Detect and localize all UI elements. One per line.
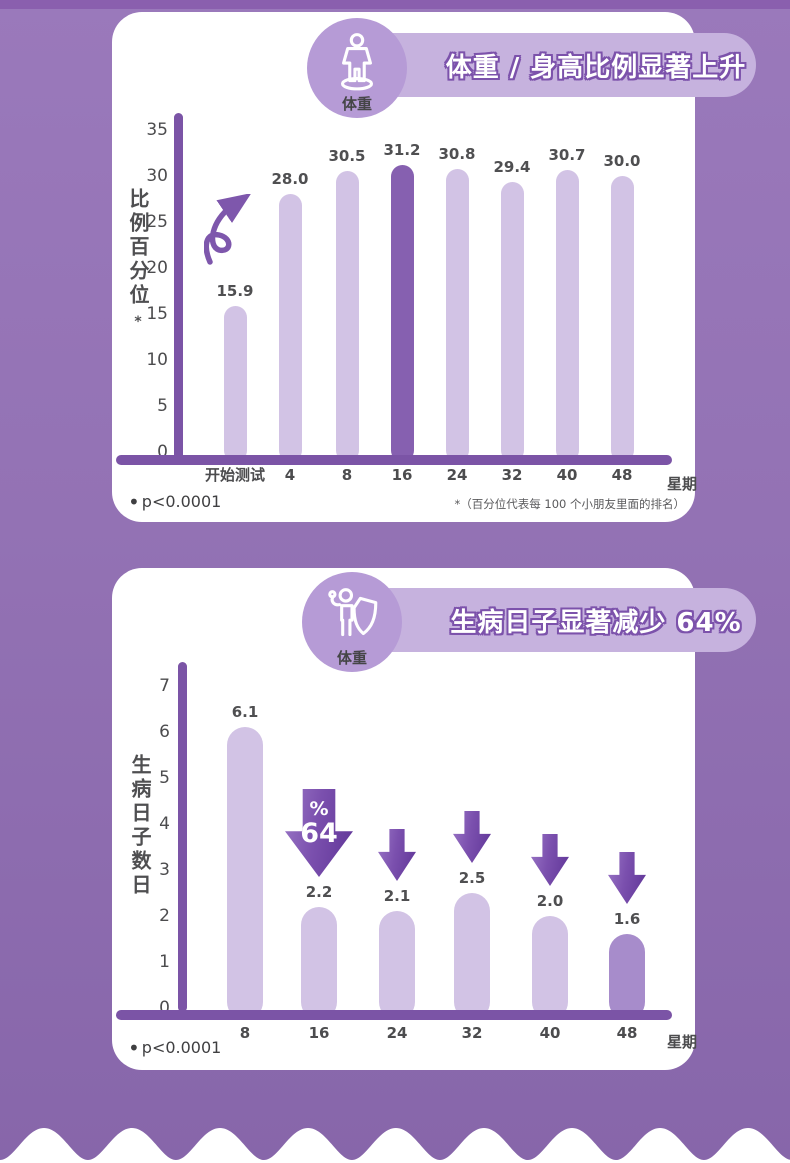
y-axis-tick-label: 6 xyxy=(159,722,170,742)
p-value-footnote: • p<0.0001 xyxy=(128,1036,222,1060)
card2-title-banner: 生病日子显著减少 64% xyxy=(358,588,756,652)
y-axis-tick-label: 20 xyxy=(146,258,168,278)
person-scale-icon xyxy=(340,33,374,91)
weight-height-ratio-card: 体重 / 身高比例显著上升 体重 比例百分位* xyxy=(112,12,756,522)
bar xyxy=(609,934,645,1020)
percentile-footnote: *（百分位代表每 100 个小朋友里面的排名） xyxy=(454,497,685,511)
bar-value-label: 28.0 xyxy=(271,170,309,188)
y-axis-tick-label: 15 xyxy=(146,304,168,324)
bar-value-label: 30.7 xyxy=(548,146,586,164)
bar xyxy=(445,169,469,462)
y-axis-tick-label: 10 xyxy=(146,350,168,370)
bar-value-label: 6.1 xyxy=(231,703,259,721)
x-axis-tick-label: 40 xyxy=(556,466,578,484)
y-axis-tick-label: 25 xyxy=(146,212,168,232)
bar-value-label: 2.0 xyxy=(536,892,564,910)
y-axis-line xyxy=(178,662,187,1012)
decrease-arrow-icon xyxy=(453,811,491,863)
decrease-arrow-icon xyxy=(531,834,569,886)
x-axis-tick-label: 16 xyxy=(391,466,413,484)
footnote-bullet: • xyxy=(128,1036,140,1060)
y-axis-asterisk: * xyxy=(130,314,146,334)
y-axis-line xyxy=(174,113,183,465)
bar-value-label: 2.1 xyxy=(383,887,411,905)
top-border-strip xyxy=(0,0,790,9)
footnote-bullet: • xyxy=(128,490,140,514)
x-axis-tick-label: 40 xyxy=(539,1024,561,1042)
x-axis-tick-label: 4 xyxy=(284,466,296,484)
x-axis-line xyxy=(116,1010,672,1020)
sick-days-card: 生病日子显著减少 64% 体重 生病日子数日 星期 • p<0.0001 xyxy=(112,568,756,1070)
bar xyxy=(223,306,247,462)
decrease-64pct-arrow-icon: % 64 xyxy=(285,789,353,877)
x-axis-tick-label: 32 xyxy=(501,466,523,484)
weight-height-chart: 比例百分位* 星期 • p<0.0001 *（百分位代表每 100 个小朋友里面的… xyxy=(112,12,697,522)
x-axis-tick-label: 24 xyxy=(446,466,468,484)
y-axis-tick-label: 0 xyxy=(159,998,170,1018)
bar xyxy=(610,176,634,462)
card1-badge-label: 体重 xyxy=(341,95,372,113)
bar xyxy=(454,893,490,1020)
bar xyxy=(390,165,414,462)
bar xyxy=(278,194,302,462)
shield-person-icon xyxy=(328,588,378,637)
bar xyxy=(335,171,359,462)
card1-title: 体重 / 身高比例显著上升 xyxy=(445,52,747,83)
bar xyxy=(500,182,524,462)
card1-badge: 体重 xyxy=(307,18,407,118)
y-axis-tick-label: 7 xyxy=(159,676,170,696)
x-axis-tick-label: 8 xyxy=(341,466,353,484)
arrow-percent-sign: % xyxy=(309,798,329,820)
card1-title-banner: 体重 / 身高比例显著上升 xyxy=(358,33,756,97)
bottom-wave-edge xyxy=(0,1128,790,1163)
y-axis-tick-label: 1 xyxy=(159,952,170,972)
x-axis-tick-label: 32 xyxy=(461,1024,483,1042)
x-axis-line xyxy=(116,455,672,465)
y-axis-tick-label: 3 xyxy=(159,860,170,880)
bar-value-label: 15.9 xyxy=(216,282,254,300)
x-axis-tick-label: 48 xyxy=(611,466,633,484)
bar-value-label: 2.2 xyxy=(305,883,333,901)
card2-badge-label: 体重 xyxy=(336,649,367,667)
bar-value-label: 1.6 xyxy=(613,910,641,928)
p-value-footnote: • p<0.0001 xyxy=(128,490,222,514)
bar-value-label: 30.8 xyxy=(438,145,476,163)
y-axis-tick-label: 5 xyxy=(157,396,168,416)
bar xyxy=(532,916,568,1020)
bar-value-label: 30.5 xyxy=(328,147,366,165)
decrease-arrow-icon xyxy=(608,852,646,904)
bar xyxy=(379,911,415,1020)
y-axis-title: 比例百分位* xyxy=(126,188,150,334)
x-axis-tick-label: 开始测试 xyxy=(204,466,265,484)
decrease-arrow-icon xyxy=(378,829,416,881)
x-axis-unit-label: 星期 xyxy=(666,1033,697,1051)
bar xyxy=(555,170,579,462)
y-axis-tick-label: 30 xyxy=(146,166,168,186)
upward-curl-arrow-icon xyxy=(204,194,252,265)
bar xyxy=(301,907,337,1020)
y-axis-title: 生病日子数日 xyxy=(128,754,152,898)
card2-title: 生病日子显著减少 64% xyxy=(450,607,742,638)
card2-badge: 体重 xyxy=(302,572,402,672)
sick-days-chart: 生病日子数日 星期 • p<0.0001 0 1 2 3 4 5 6 7 6.1 8 2.2 16 2.1… xyxy=(112,568,697,1070)
arrow-value: 64 xyxy=(300,818,338,849)
bar-value-label: 29.4 xyxy=(493,158,531,176)
y-axis-tick-label: 4 xyxy=(159,814,170,834)
bar-value-label: 31.2 xyxy=(383,141,421,159)
x-axis-tick-label: 16 xyxy=(308,1024,330,1042)
y-axis-tick-label: 2 xyxy=(159,906,170,926)
x-axis-tick-label: 48 xyxy=(616,1024,638,1042)
y-axis-tick-label: 35 xyxy=(146,120,168,140)
y-axis-tick-label: 5 xyxy=(159,768,170,788)
bar-value-label: 2.5 xyxy=(458,869,486,887)
x-axis-tick-label: 8 xyxy=(239,1024,251,1042)
bar xyxy=(227,727,263,1020)
x-axis-tick-label: 24 xyxy=(386,1024,408,1042)
bar-value-label: 30.0 xyxy=(603,152,641,170)
y-axis-tick-label: 0 xyxy=(157,442,168,462)
x-axis-unit-label: 星期 xyxy=(666,475,697,493)
